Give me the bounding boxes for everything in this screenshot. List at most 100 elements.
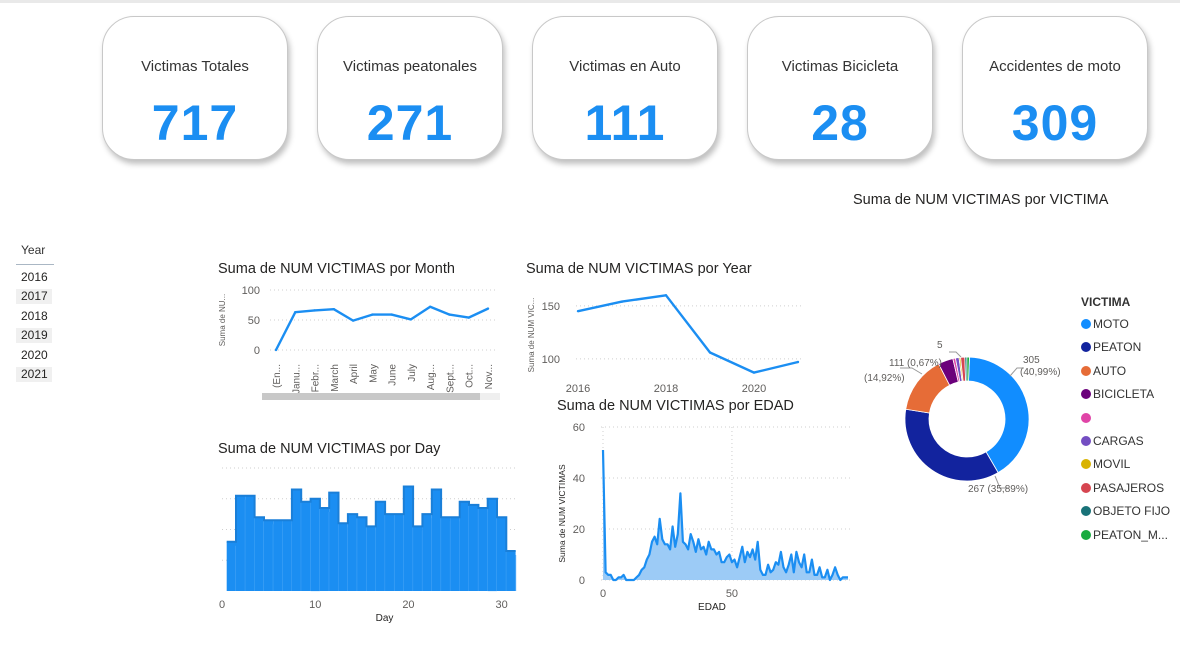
- day-bar: [319, 508, 330, 591]
- kpi-label: Victimas Totales: [141, 58, 249, 75]
- day-bar: [236, 495, 246, 591]
- series-area: [603, 450, 848, 580]
- kpi-label: Victimas peatonales: [343, 58, 477, 75]
- data-point: [294, 311, 297, 314]
- day-bar: [431, 489, 442, 591]
- x-tick-label: (En...: [272, 364, 283, 388]
- day-bar: [264, 520, 274, 591]
- day-bar: [450, 517, 460, 591]
- series-line: [226, 485, 516, 552]
- y-tick-label: 0: [254, 345, 260, 357]
- legend-item[interactable]: PEATON: [1081, 339, 1141, 355]
- day-bar: [347, 514, 358, 591]
- x-tick-label: July: [407, 364, 418, 382]
- day-bar: [273, 520, 283, 591]
- victima-legend-title: VICTIMA: [1081, 295, 1131, 309]
- donut-slice: [968, 356, 1030, 474]
- data-point: [351, 319, 355, 322]
- x-tick-label: Aug...: [426, 364, 437, 390]
- data-point: [428, 305, 432, 308]
- legend-swatch: [1081, 412, 1091, 423]
- series-line: [601, 449, 848, 582]
- day-bar: [506, 551, 516, 591]
- day-bar: [375, 501, 386, 591]
- day-bar: [338, 523, 348, 591]
- data-point: [708, 351, 712, 354]
- legend-item[interactable]: CARGAS: [1081, 433, 1144, 449]
- data-point: [313, 309, 316, 312]
- data-label: 5: [937, 340, 943, 351]
- data-point: [576, 309, 580, 313]
- data-label: 267 (35,89%): [968, 484, 1028, 495]
- legend-item[interactable]: MOVIL: [1081, 456, 1130, 472]
- year-slicer-item[interactable]: 2016: [21, 270, 48, 284]
- data-point: [390, 313, 393, 316]
- day-bar: [357, 517, 367, 591]
- x-tick-label: June: [388, 364, 399, 386]
- edad-chart-title: Suma de NUM VICTIMAS por EDAD: [557, 398, 794, 414]
- day-bar: [422, 514, 432, 591]
- legend-swatch: [1081, 506, 1091, 517]
- legend-item[interactable]: OBJETO FIJO: [1081, 503, 1170, 519]
- legend-label: MOTO: [1093, 317, 1129, 331]
- legend-label: PEATON_M...: [1093, 527, 1168, 542]
- victima-chart-title: Suma de NUM VICTIMAS por VICTIMA: [853, 192, 1109, 208]
- data-point: [409, 318, 413, 321]
- y-axis-label: Suma de NUM VICTIMAS: [557, 464, 567, 563]
- year-line-chart[interactable]: 100 150 Suma de NUM VIC... 2016 2018 2020: [520, 280, 810, 400]
- year-slicer-item[interactable]: 2018: [21, 309, 48, 323]
- y-tick-label: 100: [242, 285, 260, 297]
- series-line: [274, 305, 489, 351]
- y-tick-label: 50: [248, 315, 260, 327]
- legend-item[interactable]: MOTO: [1081, 316, 1129, 332]
- data-point: [752, 371, 756, 374]
- kpi-value: 271: [366, 95, 454, 151]
- x-tick-label: 20: [402, 599, 414, 611]
- legend-item[interactable]: PEATON_M...: [1081, 527, 1168, 543]
- day-bar: [394, 514, 404, 591]
- year-slicer-title: Year: [21, 243, 46, 257]
- data-point: [332, 308, 336, 311]
- day-bar: [282, 520, 292, 591]
- day-bar: [487, 498, 497, 592]
- data-point: [274, 348, 278, 352]
- year-slicer-item[interactable]: 2017: [16, 289, 52, 304]
- legend-item[interactable]: PASAJEROS: [1081, 480, 1164, 496]
- year-slicer-item[interactable]: 2020: [21, 348, 48, 362]
- legend-item[interactable]: BICICLETA: [1081, 386, 1154, 402]
- month-line-chart[interactable]: 0 50 100 Suma de NU... (En... Janu... Febr... M…: [212, 280, 512, 405]
- kpi-card-victimas-bicicleta[interactable]: Victimas Bicicleta 28: [747, 16, 933, 160]
- kpi-card-victimas-auto[interactable]: Victimas en Auto 111: [532, 16, 718, 160]
- x-axis-label: Day: [376, 613, 394, 624]
- leader-line: [994, 475, 1008, 489]
- data-point: [371, 313, 374, 316]
- kpi-value: 309: [1011, 95, 1099, 151]
- leader-line: [949, 351, 962, 358]
- y-tick-label: 0: [579, 575, 585, 587]
- data-point: [448, 313, 451, 316]
- day-bar: [329, 492, 339, 591]
- x-axis-label: EDAD: [698, 602, 726, 613]
- legend-swatch: [1081, 529, 1091, 540]
- y-tick-label: 100: [542, 354, 560, 366]
- x-tick-label: April: [349, 364, 360, 384]
- day-bar: [459, 501, 469, 591]
- kpi-card-victimas-totales[interactable]: Victimas Totales 717: [102, 16, 288, 160]
- x-tick-label: May: [368, 364, 379, 383]
- legend-swatch: [1081, 389, 1091, 400]
- day-bar: [385, 514, 395, 591]
- kpi-card-victimas-peatonales[interactable]: Victimas peatonales 271: [317, 16, 503, 160]
- kpi-label: Accidentes de moto: [989, 58, 1121, 75]
- victima-donut-chart[interactable]: 305(40,99%) 267 (35,89%) 111 (0,67%) (14,92…: [850, 330, 1075, 505]
- legend-item[interactable]: AUTO: [1081, 363, 1126, 379]
- day-chart-title: Suma de NUM VICTIMAS por Day: [218, 441, 441, 457]
- x-tick-label: March: [330, 364, 341, 392]
- legend-swatch: [1081, 342, 1091, 353]
- legend-item[interactable]: [1081, 410, 1093, 426]
- kpi-card-accidentes-moto[interactable]: Accidentes de moto 309: [962, 16, 1148, 160]
- x-tick-label: 10: [309, 599, 321, 611]
- year-slicer-item[interactable]: 2019: [16, 328, 52, 343]
- day-area-chart[interactable]: 0 10 20 30 Day: [212, 458, 522, 628]
- year-slicer-item[interactable]: 2021: [16, 367, 52, 382]
